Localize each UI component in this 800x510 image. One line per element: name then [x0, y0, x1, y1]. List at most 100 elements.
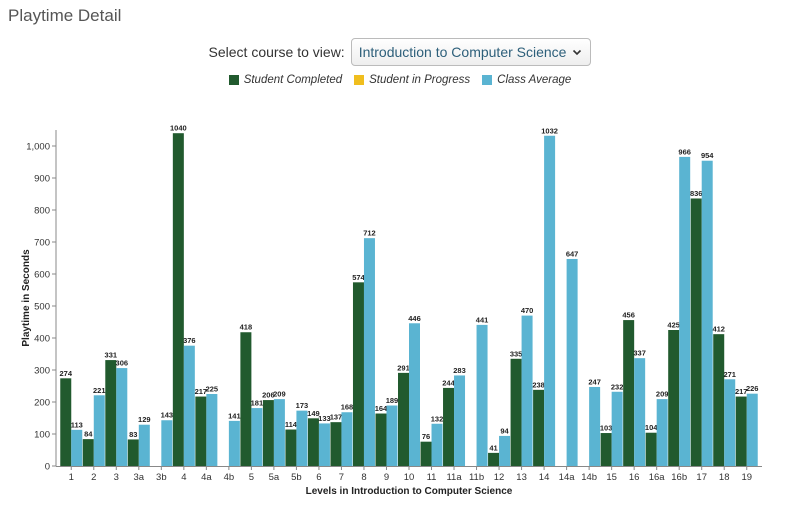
x-tick-label: 12	[494, 472, 505, 483]
x-tick-label: 13	[516, 472, 527, 483]
x-tick-label: 1	[69, 472, 74, 483]
bar-value-label: 113	[71, 420, 83, 429]
bar	[71, 429, 83, 466]
course-select-dropdown[interactable]: Introduction to Computer Science	[350, 38, 592, 66]
bar-value-label: 84	[84, 430, 93, 439]
bar	[262, 400, 274, 466]
y-axis-title: Playtime in Seconds	[21, 249, 32, 347]
bar	[127, 439, 139, 466]
bar-value-label: 206	[262, 391, 275, 400]
legend-swatch-in-progress	[354, 75, 365, 85]
chart-legend: Student Completed Student in Progress Cl…	[0, 74, 800, 86]
bar-value-label: 446	[408, 314, 421, 323]
bar	[533, 389, 545, 466]
bar-value-label: 337	[633, 349, 646, 358]
bar	[386, 405, 398, 466]
bar-value-label: 306	[116, 359, 129, 368]
bar-value-label: 141	[228, 411, 241, 420]
bar-value-label: 238	[532, 380, 545, 389]
bar	[544, 135, 556, 466]
x-tick-label: 18	[719, 472, 730, 483]
bar	[735, 396, 747, 466]
bar-value-label: 1032	[541, 126, 558, 135]
bar	[690, 198, 702, 467]
bar-value-label: 470	[521, 306, 534, 315]
bar	[251, 408, 263, 466]
chevron-down-icon	[573, 49, 582, 56]
x-tick-label: 3a	[134, 472, 145, 483]
bar	[240, 332, 252, 466]
page-title: Playtime Detail	[8, 6, 122, 25]
bar-value-label: 94	[500, 426, 509, 435]
bar-value-label: 133	[318, 414, 331, 423]
x-tick-label: 4	[181, 472, 186, 483]
bar-value-label: 283	[453, 366, 466, 375]
bar	[105, 360, 117, 466]
bar-value-label: 114	[285, 420, 298, 429]
y-tick-label: 500	[34, 302, 50, 313]
y-tick-label: 700	[34, 238, 50, 249]
legend-label-completed: Student Completed	[243, 74, 343, 86]
bar-value-label: 226	[746, 384, 759, 393]
x-tick-label: 16a	[649, 472, 666, 483]
x-tick-label: 11b	[469, 472, 484, 483]
bar	[195, 396, 207, 466]
bar	[398, 372, 409, 466]
legend-swatch-completed	[228, 75, 239, 85]
bar	[228, 420, 240, 466]
bar-value-label: 225	[206, 385, 219, 394]
x-tick-label: 10	[404, 472, 415, 483]
bar-value-label: 954	[701, 151, 714, 160]
course-selector-row: Select course to view: Introduction to C…	[0, 38, 800, 66]
x-tick-label: 15	[606, 472, 617, 483]
bar	[443, 387, 455, 466]
bar-value-label: 232	[611, 382, 624, 391]
y-tick-label: 300	[34, 366, 50, 377]
bar-value-label: 247	[588, 377, 601, 386]
bar	[499, 435, 511, 466]
bar	[510, 358, 522, 466]
bar	[656, 399, 668, 466]
bar-value-label: 425	[667, 321, 680, 330]
bar	[724, 379, 736, 466]
bar-value-label: 164	[375, 404, 388, 413]
bar	[318, 423, 330, 466]
legend-item-in-progress[interactable]: Student in Progress	[354, 74, 470, 86]
bar-value-label: 712	[363, 229, 376, 238]
bar-value-label: 456	[622, 311, 635, 320]
legend-item-completed[interactable]: Student Completed	[228, 74, 343, 86]
bar	[488, 452, 500, 466]
bar	[285, 429, 297, 466]
x-tick-label: 14a	[559, 472, 576, 483]
x-tick-label: 9	[384, 472, 389, 483]
bar-value-label: 189	[386, 396, 399, 405]
bar-value-label: 83	[129, 430, 137, 439]
bar	[454, 375, 466, 466]
bar	[746, 393, 758, 466]
bar-value-label: 132	[431, 414, 444, 423]
bar	[363, 238, 375, 466]
bar	[623, 320, 635, 466]
y-tick-label: 400	[34, 334, 50, 345]
bar-value-label: 217	[195, 387, 208, 396]
x-tick-label: 11a	[446, 472, 462, 483]
bar	[701, 160, 713, 466]
bar-value-label: 143	[161, 411, 174, 420]
x-tick-label: 4a	[201, 472, 212, 483]
bar	[645, 432, 657, 466]
bar	[172, 133, 184, 466]
y-tick-label: 1,000	[26, 142, 50, 153]
bar-value-label: 412	[712, 325, 725, 334]
x-tick-label: 5	[249, 472, 254, 483]
x-tick-label: 7	[339, 472, 344, 483]
bar	[273, 399, 285, 466]
bar-value-label: 129	[138, 415, 151, 424]
bar-value-label: 137	[330, 413, 343, 422]
bar-value-label: 836	[690, 189, 703, 198]
legend-label-in-progress: Student in Progress	[369, 74, 471, 86]
bar-value-label: 335	[510, 349, 523, 358]
legend-item-average[interactable]: Class Average	[482, 74, 571, 86]
x-tick-label: 3	[114, 472, 119, 483]
bar	[566, 258, 578, 466]
bar	[183, 345, 195, 466]
